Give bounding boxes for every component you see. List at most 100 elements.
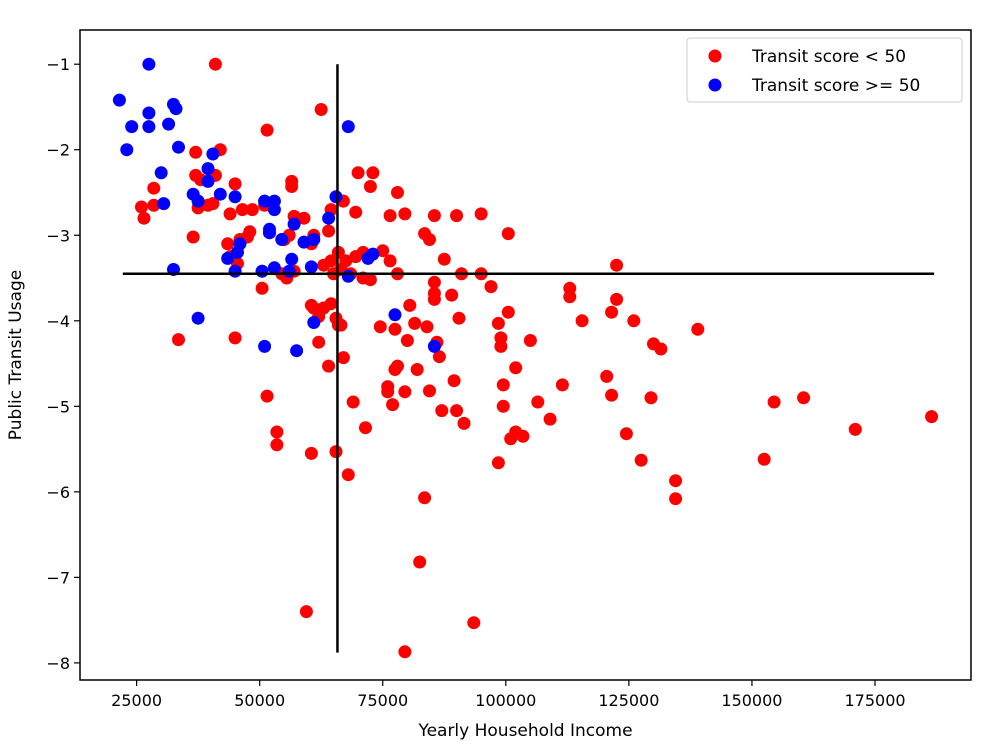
point-high-5	[125, 120, 139, 134]
point-low-30	[383, 209, 397, 223]
point-high-9	[120, 143, 134, 157]
y-axis-label: Public Transit Usage	[6, 270, 26, 440]
point-high-14	[201, 174, 215, 188]
point-low-21	[206, 197, 220, 211]
y-tick-label: −7	[46, 568, 70, 587]
y-tick-label: −8	[46, 654, 70, 673]
y-tick-label: −2	[46, 141, 70, 160]
point-low-27	[297, 211, 311, 225]
point-high-35	[361, 251, 375, 265]
point-low-157	[669, 492, 683, 506]
point-high-28	[275, 233, 289, 246]
point-low-29	[349, 205, 363, 219]
point-high-43	[341, 269, 355, 283]
point-high-17	[213, 187, 227, 201]
point-low-31	[398, 207, 412, 221]
point-low-139	[516, 429, 530, 443]
point-low-162	[398, 645, 412, 659]
point-low-34	[474, 207, 488, 221]
point-high-41	[267, 261, 281, 275]
y-tick-label: −4	[46, 312, 70, 331]
point-low-99	[452, 311, 466, 325]
point-low-36	[186, 230, 200, 244]
point-low-93	[373, 320, 387, 334]
point-low-125	[509, 361, 523, 375]
point-high-7	[162, 117, 176, 131]
point-low-1	[314, 103, 328, 116]
point-low-8	[228, 177, 242, 191]
point-high-23	[287, 217, 301, 231]
x-tick-label: 75000	[357, 691, 408, 710]
point-high-40	[255, 264, 269, 278]
point-low-136	[496, 399, 510, 413]
point-low-14	[363, 180, 377, 193]
y-tick-label: −1	[46, 55, 70, 74]
point-low-156	[669, 474, 683, 488]
point-low-109	[654, 342, 668, 356]
point-low-128	[605, 388, 619, 402]
point-low-88	[445, 288, 459, 302]
point-high-36	[285, 252, 299, 266]
point-low-12	[351, 166, 365, 180]
point-low-111	[172, 333, 185, 347]
point-low-119	[398, 385, 412, 399]
point-low-142	[619, 427, 633, 441]
x-tick-label: 100000	[475, 691, 536, 710]
legend-label-high: Transit score >= 50	[751, 76, 920, 96]
point-low-76	[255, 281, 269, 295]
point-high-1	[112, 93, 126, 107]
point-high-31	[307, 233, 321, 246]
point-high-19	[157, 197, 171, 211]
point-low-154	[757, 452, 771, 466]
point-low-11	[285, 180, 299, 193]
point-high-16	[191, 194, 205, 208]
point-low-103	[501, 305, 515, 319]
point-low-151	[329, 445, 343, 459]
point-low-17	[135, 200, 148, 214]
point-low-134	[450, 404, 464, 418]
legend-marker-low	[708, 49, 722, 63]
point-high-47	[258, 339, 272, 353]
point-low-105	[575, 314, 589, 328]
point-high-10	[172, 140, 185, 154]
y-tick-label: −6	[46, 483, 70, 502]
point-low-148	[270, 438, 284, 452]
legend-marker-high	[708, 78, 722, 92]
point-low-32	[427, 209, 441, 223]
point-low-62	[376, 244, 390, 258]
point-high-22	[267, 203, 281, 217]
point-low-74	[484, 280, 498, 294]
reference-lines	[122, 64, 935, 653]
point-high-27	[263, 226, 276, 240]
point-low-155	[341, 468, 355, 482]
x-tick-label: 150000	[721, 691, 782, 710]
point-low-129	[644, 391, 658, 405]
point-low-114	[322, 359, 336, 373]
y-tick-label: −3	[46, 226, 70, 245]
point-low-33	[450, 209, 464, 223]
point-low-63	[383, 254, 397, 268]
point-low-81	[324, 297, 338, 311]
point-low-92	[312, 335, 326, 349]
point-low-104	[523, 334, 537, 347]
point-low-110	[691, 322, 705, 336]
point-low-37	[221, 237, 235, 251]
point-low-141	[543, 412, 557, 426]
point-low-140	[531, 395, 545, 409]
point-low-159	[413, 555, 427, 569]
point-low-121	[432, 350, 446, 364]
x-tick-label: 50000	[234, 691, 285, 710]
point-low-147	[270, 425, 284, 439]
point-high-18	[228, 190, 242, 204]
point-high-24	[322, 211, 336, 225]
point-low-96	[408, 316, 422, 330]
legend-label-low: Transit score < 50	[751, 47, 906, 67]
point-low-123	[423, 384, 436, 398]
point-high-46	[388, 308, 402, 322]
point-high-12	[201, 162, 215, 176]
point-low-75	[610, 258, 624, 272]
point-low-135	[457, 416, 471, 430]
point-low-102	[494, 339, 508, 353]
point-high-6	[142, 120, 156, 134]
point-low-144	[797, 391, 811, 405]
